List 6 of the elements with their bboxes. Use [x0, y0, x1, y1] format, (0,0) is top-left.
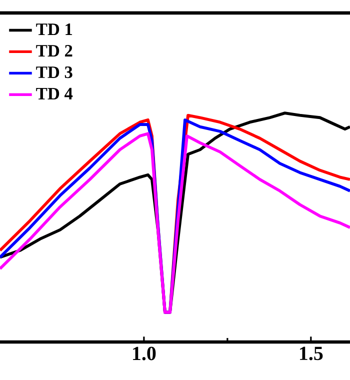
- legend-label: TD 3: [36, 66, 72, 78]
- legend-label: TD 1: [36, 24, 72, 36]
- x-tick-label: 1.5: [300, 346, 323, 360]
- legend-label: TD 2: [36, 44, 72, 57]
- legend-label: TD 4: [36, 88, 73, 100]
- x-tick-label: 1.0: [133, 346, 156, 360]
